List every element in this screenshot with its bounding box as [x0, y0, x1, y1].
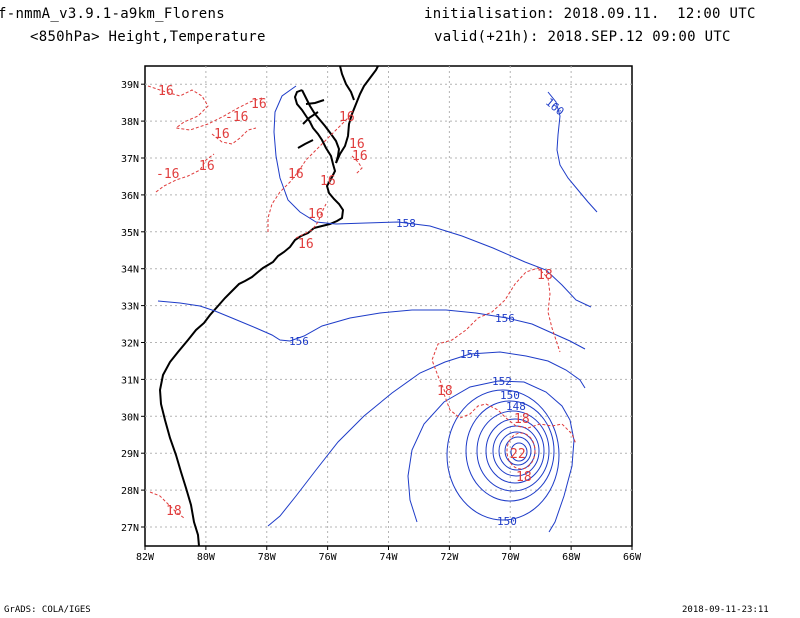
- temp-label: -16: [225, 110, 248, 125]
- lon-tick-label: 70W: [501, 552, 520, 563]
- lat-tick-label: 30N: [121, 412, 139, 423]
- height-contour-144: [485, 418, 545, 484]
- height-label: 158: [396, 217, 416, 230]
- height-contour-154: [267, 351, 586, 527]
- temp-label: 18: [166, 504, 182, 519]
- height-label: 156: [289, 335, 309, 348]
- temp-label: 16: [308, 207, 324, 222]
- temp-label: 16: [199, 159, 215, 174]
- height-contour-152: [407, 380, 575, 533]
- init-time: initialisation: 2018.09.11. 12:00 UTC: [424, 6, 756, 22]
- temp-label: 18: [516, 470, 532, 485]
- temp-label: 18: [514, 412, 530, 427]
- height-label: 150: [500, 389, 520, 402]
- lat-tick-label: 34N: [121, 265, 139, 276]
- delmarva-shore: [335, 65, 379, 164]
- lon-tick-label: 68W: [562, 552, 581, 563]
- temp-label: 16: [320, 174, 336, 189]
- lat-tick-label: 31N: [121, 375, 139, 386]
- lat-tick-label: 39N: [121, 80, 139, 91]
- temp-label: 16: [158, 84, 174, 99]
- lat-tick-label: 29N: [121, 449, 139, 460]
- lon-tick-label: 80W: [197, 552, 216, 563]
- temperature-contours: [147, 85, 577, 519]
- temperature-labels: 16 -16 16 16 16 16 16 16 16 16 16 16 -16…: [156, 84, 553, 519]
- potomac-inlet: [297, 99, 325, 149]
- lat-tick-label: 38N: [121, 117, 139, 128]
- height-contour-138: [504, 436, 532, 466]
- temp-contour-16-se: [295, 203, 327, 239]
- delaware-bay: [339, 65, 355, 101]
- lat-tick-label: 32N: [121, 339, 139, 350]
- temp-contour-18-inner: [443, 393, 577, 445]
- lat-tick-label: 35N: [121, 228, 139, 239]
- lon-tick-label: 76W: [319, 552, 338, 563]
- temp-contour-18-sw: [149, 491, 185, 519]
- temp-label: 16: [349, 137, 365, 152]
- temp-label: 16: [251, 97, 267, 112]
- temp-label: 22: [510, 447, 526, 462]
- lat-tick-labels: 27N 28N 29N 30N 31N 32N 33N 34N 35N 36N 37N 38N 39N: [121, 80, 139, 534]
- temp-contour-18: [431, 267, 561, 393]
- height-contour-158: [273, 85, 592, 308]
- temp-contour-20: [506, 432, 536, 470]
- temp-label: -16: [156, 167, 179, 182]
- height-contour-156: [157, 300, 586, 350]
- temp-contour-16-w: [211, 127, 257, 145]
- coastline: [158, 89, 345, 547]
- temp-contour-16-coast: [267, 115, 351, 232]
- temp-label: 16: [288, 167, 304, 182]
- height-contour-148: [465, 400, 555, 502]
- temp-contour-16-sw: [155, 153, 215, 193]
- lon-tick-label: 82W: [136, 552, 155, 563]
- lon-tick-label: 78W: [258, 552, 277, 563]
- height-contours: [157, 85, 598, 533]
- footer-timestamp: 2018-09-11-23:11: [682, 605, 769, 615]
- temp-label: 16: [214, 127, 230, 142]
- valid-time: valid(+21h): 2018.SEP.12 09:00 UTC: [434, 29, 731, 45]
- temp-contour-16-nw: [147, 85, 263, 131]
- temp-label: 16: [339, 110, 355, 125]
- field-title: <850hPa> Height,Temperature: [30, 29, 266, 45]
- lat-tick-label: 28N: [121, 486, 139, 497]
- height-label: 160: [543, 96, 567, 119]
- height-contour-146: [476, 410, 550, 492]
- lon-tick-label: 74W: [379, 552, 398, 563]
- lat-tick-label: 27N: [121, 523, 139, 534]
- temp-label: 16: [352, 149, 368, 164]
- lon-tick-label: 66W: [623, 552, 642, 563]
- height-contour-160: [547, 91, 598, 213]
- height-labels: 160 158 156 156 154 152 150 148 150: [289, 96, 566, 528]
- model-title: f-nmmA_v3.9.1-a9km_Florens: [0, 6, 225, 22]
- height-label: 156: [495, 312, 515, 325]
- footer-credit: GrADS: COLA/IGES: [4, 605, 91, 615]
- height-label: 152: [492, 375, 512, 388]
- temp-label: 18: [437, 384, 453, 399]
- lon-tick-labels: 82W 80W 78W 76W 74W 72W 70W 68W 66W: [136, 552, 642, 563]
- height-label: 154: [460, 348, 480, 361]
- height-contour-136: [510, 442, 528, 462]
- lat-tick-label: 37N: [121, 154, 139, 165]
- lat-tick-label: 33N: [121, 302, 139, 313]
- height-label: 150: [497, 515, 517, 528]
- temp-label: 18: [537, 268, 553, 283]
- lon-tick-label: 72W: [440, 552, 459, 563]
- height-contour-150: [446, 389, 560, 521]
- height-label: 148: [506, 400, 526, 413]
- temp-label: 16: [298, 237, 314, 252]
- lat-tick-label: 36N: [121, 191, 139, 202]
- temp-contour-16-ne: [351, 155, 363, 175]
